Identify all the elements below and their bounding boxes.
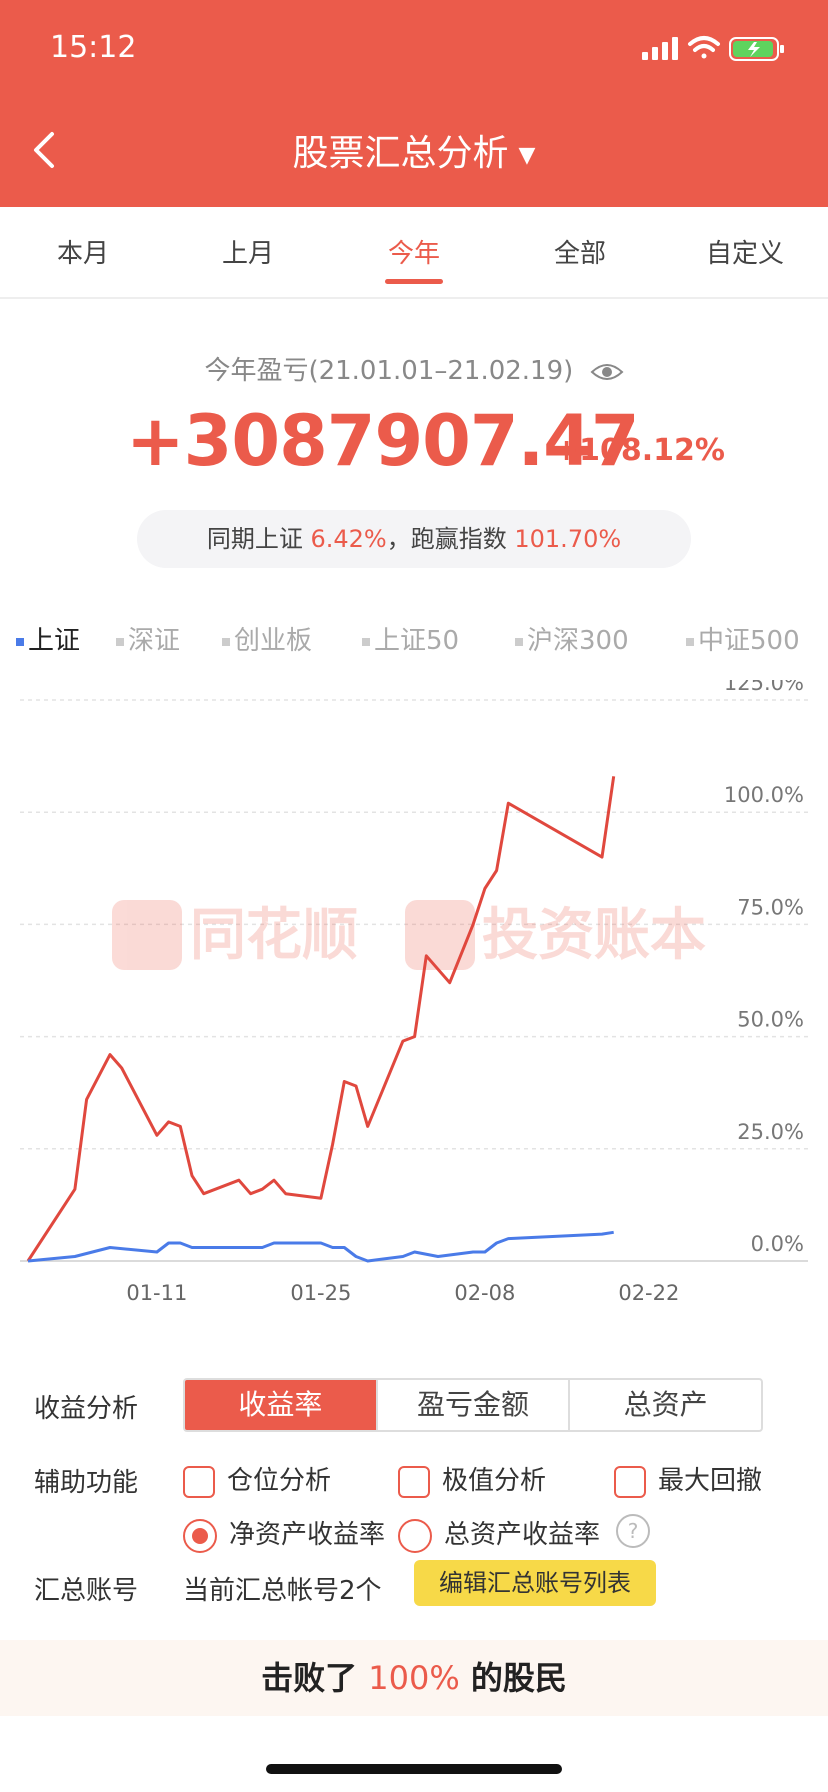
caret-down-icon: ▼ xyxy=(518,142,536,168)
index-label: 深证 xyxy=(128,626,181,656)
app-header xyxy=(0,0,828,207)
analysis-label: 收益分析 xyxy=(34,1394,139,1424)
compare-beat-value: 101.70% xyxy=(514,525,622,553)
legend-swatch-icon xyxy=(362,637,370,646)
beat-suffix: 的股民 xyxy=(470,1659,567,1697)
benchmark-compare: 同期上证 6.42%，跑赢指数 101.70% xyxy=(137,510,691,568)
legend-swatch-icon xyxy=(16,637,24,646)
status-time: 15:12 xyxy=(50,30,137,65)
x-axis-labels: 01-11 01-25 02-08 02-22 xyxy=(126,1281,679,1305)
y-tick-label: 50.0% xyxy=(737,1008,804,1032)
checkbox-extreme-analysis[interactable]: 极值分析 xyxy=(398,1460,546,1498)
index-zz500[interactable]: 中证500 xyxy=(686,620,800,657)
page-title: 股票汇总分析 xyxy=(292,133,509,174)
radio-net-asset-return[interactable]: 净资产收益率 xyxy=(183,1514,385,1553)
index-hs300[interactable]: 沪深300 xyxy=(515,620,629,657)
legend-swatch-icon xyxy=(515,637,523,646)
legend-swatch-icon xyxy=(686,637,694,646)
ledger-logo-icon xyxy=(405,900,475,970)
radio-label: 总资产收益率 xyxy=(444,1520,601,1550)
edit-account-list-button[interactable]: 编辑汇总账号列表 xyxy=(414,1560,656,1606)
index-label: 上证50 xyxy=(374,626,460,656)
index-label: 上证 xyxy=(28,626,81,656)
checkbox-label: 极值分析 xyxy=(442,1466,547,1496)
back-icon[interactable] xyxy=(24,128,68,172)
x-tick-label: 02-08 xyxy=(454,1281,515,1305)
y-tick-label: 25.0% xyxy=(737,1120,804,1144)
checkbox-icon xyxy=(614,1465,646,1498)
active-tab-indicator xyxy=(385,279,443,284)
return-chart[interactable]: 同花顺 投资账本 125.0% 100.0% 75.0% 50.0% 25.0% 0.0%… xyxy=(0,680,828,1320)
radio-unchecked-icon xyxy=(398,1518,432,1553)
index-label: 创业板 xyxy=(234,626,313,656)
tab-this-month[interactable]: 本月 xyxy=(56,239,110,269)
beat-prefix: 击败了 xyxy=(261,1659,358,1697)
x-tick-label: 01-25 xyxy=(290,1281,351,1305)
index-label: 沪深300 xyxy=(527,626,629,656)
y-axis-labels: 125.0% 100.0% 75.0% 50.0% 25.0% 0.0% xyxy=(724,680,804,1256)
profit-percent: +108.12% xyxy=(554,433,725,468)
home-indicator xyxy=(266,1764,562,1774)
compare-prefix: 同期上证 xyxy=(206,525,303,553)
tab-last-month[interactable]: 上月 xyxy=(221,239,275,269)
radio-label: 净资产收益率 xyxy=(229,1520,386,1550)
seg-profit-amount[interactable]: 盈亏金额 xyxy=(375,1380,569,1430)
tab-all[interactable]: 全部 xyxy=(553,239,607,269)
help-button[interactable]: ? xyxy=(616,1514,650,1548)
index-sz[interactable]: 深证 xyxy=(116,620,180,657)
index-sh[interactable]: 上证 xyxy=(16,620,80,657)
brand-logo-icon xyxy=(112,900,182,970)
analysis-segmented-control: 收益率 盈亏金额 总资产 xyxy=(183,1378,763,1432)
checkbox-position-analysis[interactable]: 仓位分析 xyxy=(183,1460,331,1498)
series-line-portfolio xyxy=(26,776,616,1262)
x-tick-label: 02-22 xyxy=(618,1281,679,1305)
legend-swatch-icon xyxy=(222,637,230,646)
series-line-index xyxy=(27,1230,614,1263)
watermark-brand: 同花顺 xyxy=(190,903,358,968)
checkbox-label: 最大回撤 xyxy=(658,1466,763,1496)
tab-custom[interactable]: 自定义 xyxy=(705,239,785,269)
beat-banner: 击败了 100% 的股民 xyxy=(0,1640,828,1716)
compare-mid: ，跑赢指数 xyxy=(386,525,507,553)
x-tick-label: 01-11 xyxy=(126,1281,187,1305)
seg-total-assets[interactable]: 总资产 xyxy=(568,1380,761,1430)
seg-return-rate[interactable]: 收益率 xyxy=(185,1380,376,1430)
index-cyb[interactable]: 创业板 xyxy=(222,620,312,657)
account-label: 汇总账号 xyxy=(34,1576,139,1606)
tab-this-year[interactable]: 今年 xyxy=(387,239,441,269)
summary-period-label: 今年盈亏(21.01.01–21.02.19) xyxy=(204,356,574,386)
checkbox-label: 仓位分析 xyxy=(227,1466,332,1496)
legend-swatch-icon xyxy=(116,637,124,646)
chart-series xyxy=(26,776,616,1263)
aux-label: 辅助功能 xyxy=(34,1468,139,1498)
wifi-icon xyxy=(688,36,720,59)
watermark: 同花顺 投资账本 xyxy=(112,900,706,970)
compare-index-return: 6.42% xyxy=(310,525,387,553)
eye-icon[interactable] xyxy=(590,361,624,383)
checkbox-icon xyxy=(398,1465,430,1498)
signal-icon xyxy=(642,37,678,60)
summary-label-row: 今年盈亏(21.01.01–21.02.19) xyxy=(0,350,828,387)
watermark-product: 投资账本 xyxy=(482,903,706,968)
page-title-dropdown[interactable]: 股票汇总分析 ▼ xyxy=(0,124,828,176)
index-label: 中证500 xyxy=(698,626,800,656)
battery-icon xyxy=(729,37,784,61)
chart-gridlines xyxy=(20,699,808,1262)
profit-amount: +3087907.47 xyxy=(126,400,640,482)
radio-total-asset-return[interactable]: 总资产收益率 xyxy=(398,1514,600,1553)
period-tabs: 本月 上月 今年 全部 自定义 xyxy=(0,207,828,299)
account-count: 当前汇总帐号2个 xyxy=(183,1576,382,1606)
radio-checked-icon xyxy=(183,1518,217,1553)
index-selector: 上证 深证 创业板 上证50 沪深300 中证500 xyxy=(0,620,828,660)
index-sz50[interactable]: 上证50 xyxy=(362,620,459,657)
y-tick-label: 0.0% xyxy=(751,1232,804,1256)
y-tick-label: 125.0% xyxy=(724,680,804,695)
y-tick-label: 100.0% xyxy=(724,783,804,807)
y-tick-label: 75.0% xyxy=(737,895,804,919)
help-icon: ? xyxy=(616,1514,650,1548)
beat-percent: 100% xyxy=(368,1659,460,1697)
checkbox-max-drawdown[interactable]: 最大回撤 xyxy=(614,1460,762,1498)
status-icons xyxy=(642,36,784,61)
checkbox-icon xyxy=(183,1465,215,1498)
